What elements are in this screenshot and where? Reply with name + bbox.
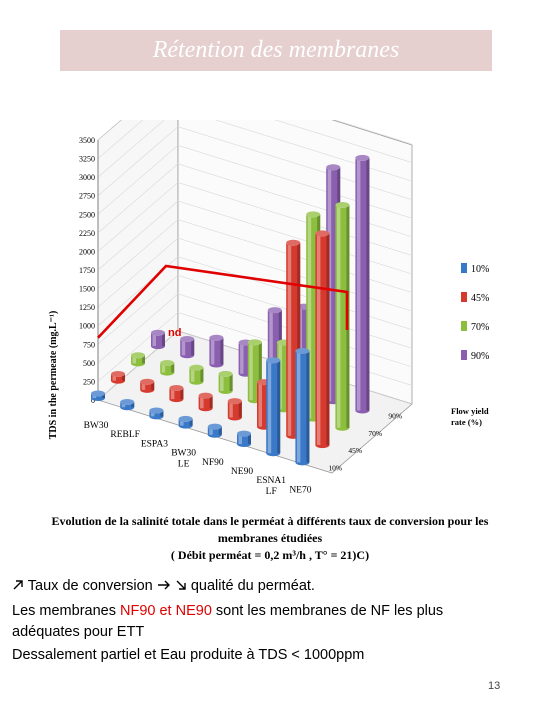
bar-reblf-90pct [180,335,195,359]
x-tick-label: BW30 LE [171,449,196,470]
legend-label: 10% [471,264,489,275]
x-tick-label: REBLF [110,430,140,440]
text-line-1: Taux de conversion qualité du perméat. [12,576,532,597]
gridline [97,120,413,163]
highlight-membranes: NF90 et NE90 [120,603,212,619]
bar-espa3-90pct [209,334,224,368]
bar-ne70-10pct [295,347,310,466]
legend-swatch [461,292,467,302]
tds-bar-chart-3d: 0 250 500 750 1000 1250 1500 1750 2000 2250 2500 27… [48,120,489,497]
text-line-2: Les membranes NF90 et NE90 sont les memb… [12,601,532,622]
bar-espa3-45pct [169,384,184,403]
bar-bw30-le-45pct [198,392,213,412]
bar-bw30-le-70pct [218,370,233,394]
bar-reblf-70pct [160,359,175,376]
x-tick-label: NE70 [289,485,311,495]
y-tick-label: 3250 [79,155,95,164]
bar-bw30-45pct [111,371,125,384]
x-tick-label: NE90 [231,467,253,477]
bar-espa3-10pct [149,407,164,420]
legend-swatch [461,321,467,331]
bar-bw30-70pct [131,352,145,367]
arrow-up-right-icon [13,580,23,590]
caption-line-2: membranes étudiées [217,531,323,545]
y-tick-label: 1500 [79,285,95,294]
bar-espa3-70pct [189,364,204,385]
x-tick-label: ESPA3 [141,439,168,449]
depth-tick-label: 90% [388,412,402,421]
y-tick-label: 750 [83,340,95,349]
x-tick-label: BW30 [84,421,109,431]
legend-swatch [461,350,467,360]
y-tick-label: 3000 [79,173,95,182]
bar-ne70-45pct [315,230,330,449]
text-line-4: Dessalement partiel et Eau produite à TD… [12,647,365,663]
bar-reblf-10pct [120,399,135,411]
text-line-2-end: sont les membranes de NF les plus [211,603,444,619]
depth-tick-label: 45% [348,446,362,455]
y-axis-title: TDS in the permeate (mg.L⁻¹) [48,311,59,440]
page-number: 13 [488,680,501,692]
bar-ne70-90pct [355,154,370,414]
x-tick-label: NF90 [202,458,224,468]
bar-nf90-45pct [227,398,242,421]
bar-esna1-lf-10pct [266,357,281,457]
y-tick-label: 2000 [79,247,95,256]
annotation-nd: nd [168,327,181,339]
depth-tick-label: 70% [368,429,382,438]
y-tick-label: 0 [91,396,95,405]
depth-axis-title: Flow yield rate (%) [451,406,489,427]
conversion-rate-text: Taux de conversion [27,578,153,594]
bar-bw30-le-10pct [178,415,193,429]
text-line-2-start: Les membranes [12,603,120,619]
y-tick-label: 2250 [79,229,95,238]
y-tick-label: 2750 [79,192,95,201]
legend-swatch [461,263,467,273]
y-tick-label: 2500 [79,210,95,219]
y-tick-label: 1000 [79,322,95,331]
y-tick-label: 1750 [79,266,95,275]
bar-bw30-10pct [91,390,105,401]
y-tick-label: 3500 [79,136,95,145]
bar-nf90-10pct [207,423,222,438]
caption-line-3: ( Débit perméat = 0,2 m³/h , T° = 21)C) [170,548,370,562]
y-tick-label: 250 [83,377,95,386]
bar-ne90-10pct [237,430,251,447]
x-tick-label: ESNA1 LF [256,476,286,497]
depth-tick-label: 10% [328,463,342,472]
bar-reblf-45pct [140,378,155,393]
y-tick-label: 500 [83,359,95,368]
y-tick-label: 1250 [79,303,95,312]
arrow-down-right-icon [176,580,186,590]
gridline [97,120,413,182]
caption-line-1: Evolution de la salinité totale dans le … [51,514,489,528]
legend-label: 90% [471,351,489,362]
legend-label: 70% [471,322,489,333]
permeate-quality-text: qualité du perméat. [190,578,315,594]
legend-label: 45% [471,293,489,304]
bar-bw30-90pct [151,329,165,350]
title-band: Rétention des membranes [60,30,492,71]
threshold-1000-line [97,264,349,339]
arrow-right-icon [157,580,170,590]
slide-title: Rétention des membranes [152,37,400,63]
text-line-3: adéquates pour ETT [12,624,145,640]
